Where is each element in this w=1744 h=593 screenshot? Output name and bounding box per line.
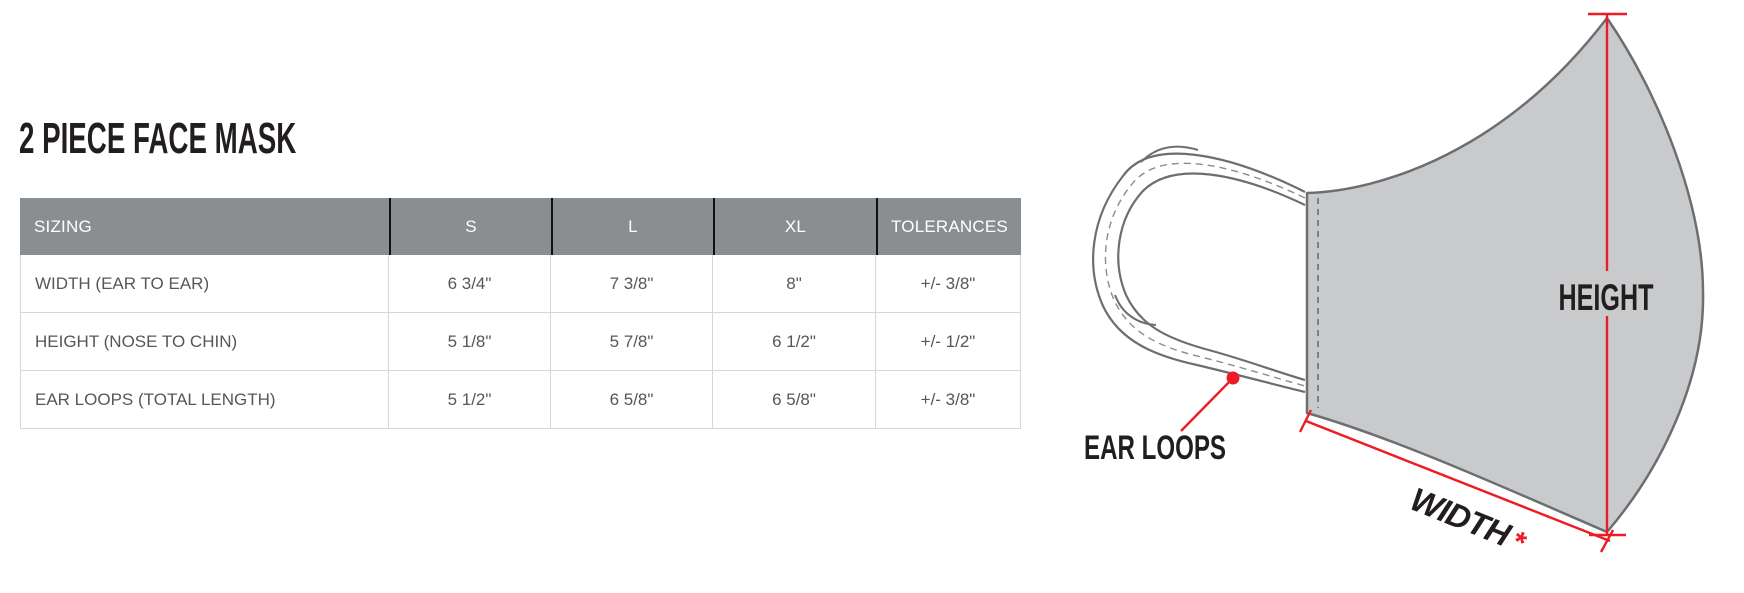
row-height-tolerance: +/- 1/2" [876,313,1021,371]
row-width-tolerance: +/- 3/8" [876,255,1021,313]
ear-loops-leader-line [1180,377,1234,432]
width-end-tick [1599,529,1615,553]
ear-loop-inner-edge [1117,172,1306,382]
column-header-tolerances: TOLERANCES [876,198,1021,255]
row-height-label: HEIGHT (NOSE TO CHIN) [20,313,389,371]
row-earloops-tolerance: +/- 3/8" [876,371,1021,429]
column-header-l: L [551,198,713,255]
row-width-l: 7 3/8" [551,255,713,313]
row-height-s: 5 1/8" [389,313,551,371]
sizing-table: SIZING S L XL TOLERANCES WIDTH (EAR TO E… [20,198,1021,429]
row-earloops-xl: 6 5/8" [713,371,876,429]
row-earloops-l: 6 5/8" [551,371,713,429]
row-width-s: 6 3/4" [389,255,551,313]
mask-diagram: HEIGHT EAR LOOPS WIDTH* [1084,12,1705,560]
ear-loops-callout-dot [1226,371,1240,385]
width-line [1305,419,1611,543]
ear-loop [1092,145,1306,394]
row-width-label: WIDTH (EAR TO EAR) [20,255,389,313]
height-label: HEIGHT [1559,277,1654,318]
width-label: WIDTH [1405,480,1516,554]
ear-loop-band-fill [1093,153,1305,392]
row-width-xl: 8" [713,255,876,313]
column-header-xl: XL [713,198,876,255]
ear-loop-stitch-line [1104,162,1306,387]
ear-loop-top-twist [1140,145,1199,163]
row-height-l: 5 7/8" [551,313,713,371]
row-earloops-s: 5 1/2" [389,371,551,429]
ear-loop-bottom-twist [1114,294,1157,326]
row-height-xl: 6 1/2" [713,313,876,371]
page-title: 2 PIECE FACE MASK [19,114,297,163]
ear-loop-outer-edge [1092,152,1306,394]
row-earloops-label: EAR LOOPS (TOTAL LENGTH) [20,371,389,429]
width-dimension-line [1298,409,1615,553]
width-start-tick [1298,409,1313,433]
column-header-sizing: SIZING [20,198,389,255]
width-asterisk: * [1507,525,1530,560]
height-dimension-line [1588,12,1627,537]
column-header-s: S [389,198,551,255]
mask-shape [1305,16,1705,534]
ear-loops-label: EAR LOOPS [1084,429,1226,467]
